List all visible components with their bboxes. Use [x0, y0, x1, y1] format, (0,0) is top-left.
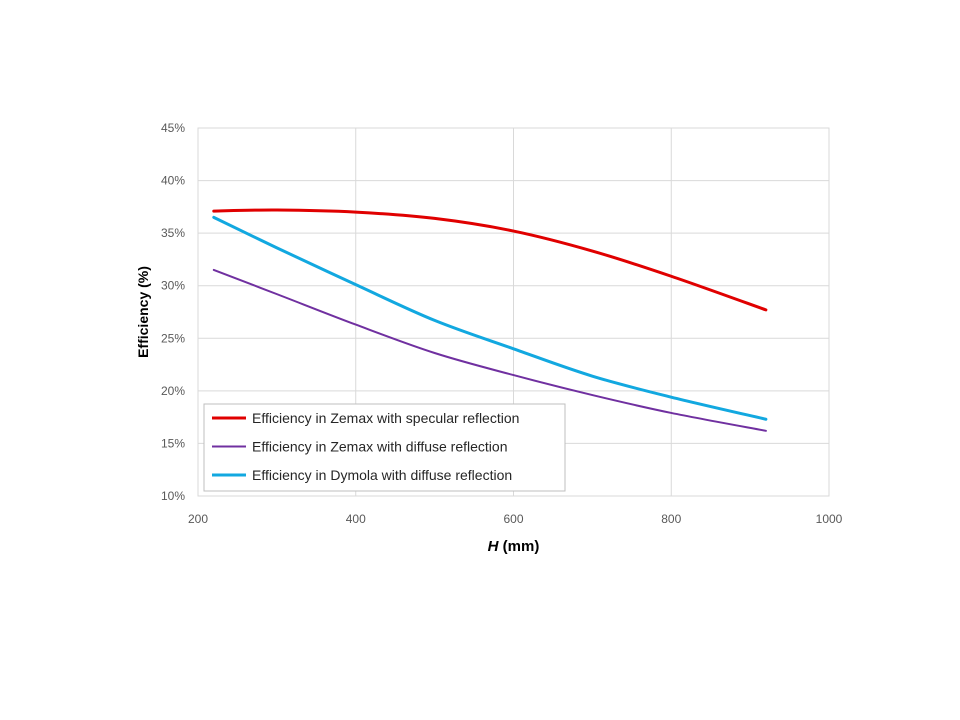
x-tick-labels: 200 400 600 800 1000 [188, 512, 843, 526]
y-tick-label: 35% [161, 226, 185, 240]
y-axis-label: Efficiency (%) [135, 266, 151, 358]
legend: Efficiency in Zemax with specular reflec… [203, 403, 566, 492]
x-tick-label: 400 [346, 512, 366, 526]
series-line-3 [212, 215, 768, 421]
x-axis-label-unit: (mm) [499, 538, 540, 555]
y-tick-label: 15% [161, 436, 185, 450]
x-tick-label: 800 [661, 512, 681, 526]
y-tick-label: 45% [161, 121, 185, 135]
series-lines [212, 208, 768, 432]
legend-box [203, 403, 566, 492]
y-tick-label: 25% [161, 331, 185, 345]
y-tick-label: 10% [161, 489, 185, 503]
x-axis-label-variable: H [488, 538, 500, 555]
x-axis-label: H (mm) [488, 538, 540, 555]
y-tick-label: 30% [161, 279, 185, 293]
x-tick-label: 600 [503, 512, 523, 526]
y-tick-label: 20% [161, 384, 185, 398]
series-line-2 [212, 268, 767, 432]
legend-label: Efficiency in Zemax with diffuse reflect… [252, 439, 508, 455]
y-tick-labels: 10% 15% 20% 25% 30% 35% 40% 45% [161, 121, 185, 503]
series-line-1 [212, 208, 768, 312]
y-tick-label: 40% [161, 174, 185, 188]
plot-area-frame [197, 127, 830, 497]
legend-label: Efficiency in Zemax with specular reflec… [252, 410, 519, 426]
x-tick-label: 1000 [816, 512, 843, 526]
legend-label: Efficiency in Dymola with diffuse reflec… [252, 467, 512, 483]
x-tick-label: 200 [188, 512, 208, 526]
